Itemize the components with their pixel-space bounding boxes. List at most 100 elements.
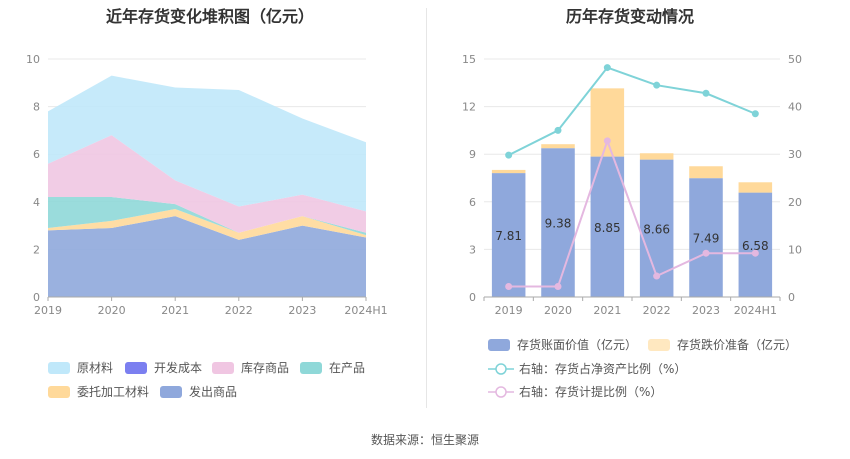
legend-marker-provision-ratio bbox=[488, 385, 514, 398]
bar-value-label-5: 6.58 bbox=[742, 239, 769, 253]
right-y-left-tick-5: 15 bbox=[462, 53, 476, 66]
right-y-right-tick-3: 30 bbox=[788, 148, 802, 161]
legend-swatch-wip bbox=[300, 361, 322, 374]
legend-label-stock-goods: 库存商品 bbox=[241, 361, 290, 375]
legend-item-book-value[interactable]: 存货账面价值（亿元） bbox=[488, 336, 637, 353]
legend-swatch-book-value bbox=[488, 338, 510, 351]
legend-label-net-asset-ratio: 右轴：存货占净资产比例（%） bbox=[519, 362, 687, 376]
legend-label-shipped: 发出商品 bbox=[189, 385, 238, 399]
line-point-0-4 bbox=[702, 89, 710, 97]
line-point-0-1 bbox=[554, 126, 562, 134]
bar-0-1 bbox=[541, 148, 575, 297]
area-series-4 bbox=[48, 135, 366, 233]
right-y-left-tick-3: 9 bbox=[469, 148, 476, 161]
legend-swatch-shipped bbox=[160, 385, 182, 398]
legend-swatch-stock-goods bbox=[212, 361, 234, 374]
bar-value-label-1: 9.38 bbox=[545, 217, 572, 231]
bar-value-label-3: 8.66 bbox=[643, 222, 670, 236]
legend-item-raw-material[interactable]: 原材料 bbox=[48, 359, 113, 376]
area-series-5 bbox=[48, 75, 366, 212]
left-x-tick-1: 2020 bbox=[98, 304, 126, 317]
bar-1-0 bbox=[491, 169, 526, 174]
legend-marker-net-asset-ratio bbox=[488, 362, 514, 375]
right-y-right-tick-4: 40 bbox=[788, 101, 802, 114]
line-point-0-2 bbox=[603, 64, 611, 72]
area-series-1 bbox=[48, 208, 366, 240]
bar-0-2 bbox=[590, 156, 625, 297]
right-y-right-tick-1: 10 bbox=[788, 243, 802, 256]
bar-value-label-0: 7.81 bbox=[495, 229, 522, 243]
panel-divider bbox=[426, 8, 427, 408]
left-x-tick-2: 2021 bbox=[161, 304, 189, 317]
line-point-0-0 bbox=[505, 151, 513, 159]
area-series-0 bbox=[48, 216, 366, 297]
legend-swatch-raw-material bbox=[48, 361, 70, 374]
left-chart-title: 近年存货变化堆积图（亿元） bbox=[105, 7, 314, 26]
line-point-1-3 bbox=[653, 272, 661, 280]
data-source: 数据来源：恒生聚源 bbox=[370, 433, 479, 447]
left-y-tick-4: 8 bbox=[33, 101, 40, 114]
legend-item-wip[interactable]: 在产品 bbox=[300, 359, 365, 376]
line-point-1-0 bbox=[505, 283, 513, 291]
line-point-1-2 bbox=[603, 137, 611, 145]
right-y-left-tick-0: 0 bbox=[469, 291, 476, 304]
bar-0-0 bbox=[491, 173, 526, 297]
right-x-tick-0: 2019 bbox=[495, 304, 523, 317]
left-y-tick-2: 4 bbox=[33, 196, 40, 209]
bar-1-5 bbox=[738, 182, 773, 193]
left-x-tick-3: 2022 bbox=[225, 304, 253, 317]
legend-item-stock-goods[interactable]: 库存商品 bbox=[212, 359, 289, 376]
right-y-right-tick-0: 0 bbox=[788, 291, 795, 304]
line-point-1-4 bbox=[702, 249, 710, 257]
area-series-2 bbox=[48, 197, 366, 236]
bar-0-5 bbox=[738, 192, 773, 297]
left-x-tick-0: 2019 bbox=[34, 304, 62, 317]
bar-1-3 bbox=[639, 153, 674, 160]
bar-1-1 bbox=[541, 144, 575, 149]
legend-label-wip: 在产品 bbox=[329, 361, 366, 375]
legend-label-dev-cost: 开发成本 bbox=[154, 361, 203, 375]
legend-item-dev-cost[interactable]: 开发成本 bbox=[125, 359, 202, 376]
legend-label-consigned: 委托加工材料 bbox=[77, 385, 150, 399]
line-series-1 bbox=[508, 137, 756, 288]
legend-label-impairment: 存货跌价准备（亿元） bbox=[677, 338, 798, 352]
line-series-0 bbox=[508, 66, 756, 157]
left-y-tick-1: 2 bbox=[33, 243, 40, 256]
right-x-tick-2: 2021 bbox=[593, 304, 621, 317]
legend-item-impairment[interactable]: 存货跌价准备（亿元） bbox=[648, 336, 797, 353]
legend-item-provision-ratio[interactable]: 右轴：存货计提比例（%） bbox=[488, 383, 662, 400]
left-y-tick-0: 0 bbox=[33, 291, 40, 304]
right-chart-title: 历年存货变动情况 bbox=[565, 7, 694, 26]
right-y-right-tick-2: 20 bbox=[788, 196, 802, 209]
right-x-tick-1: 2020 bbox=[544, 304, 572, 317]
bar-1-2 bbox=[590, 88, 625, 157]
line-point-1-5 bbox=[751, 249, 759, 257]
legend-swatch-impairment bbox=[648, 338, 670, 351]
right-x-tick-4: 2023 bbox=[692, 304, 720, 317]
legend-label-raw-material: 原材料 bbox=[77, 361, 114, 375]
legend-label-provision-ratio: 右轴：存货计提比例（%） bbox=[519, 385, 663, 399]
bar-value-label-2: 8.85 bbox=[594, 221, 621, 235]
right-y-left-tick-2: 6 bbox=[469, 196, 476, 209]
right-y-left-tick-1: 3 bbox=[469, 243, 476, 256]
line-point-0-5 bbox=[751, 110, 759, 118]
line-point-1-1 bbox=[554, 283, 562, 291]
left-x-tick-4: 2023 bbox=[288, 304, 316, 317]
right-x-tick-5: 2024H1 bbox=[734, 304, 777, 317]
legend-item-shipped[interactable]: 发出商品 bbox=[160, 383, 237, 400]
right-x-tick-3: 2022 bbox=[643, 304, 671, 317]
bar-1-4 bbox=[689, 166, 723, 179]
bar-0-4 bbox=[689, 178, 723, 297]
legend-item-consigned[interactable]: 委托加工材料 bbox=[48, 383, 149, 400]
left-x-tick-5: 2024H1 bbox=[344, 304, 387, 317]
line-point-0-3 bbox=[653, 81, 661, 89]
right-y-right-tick-5: 50 bbox=[788, 53, 802, 66]
legend-label-book-value: 存货账面价值（亿元） bbox=[517, 338, 638, 352]
bar-value-label-4: 7.49 bbox=[693, 232, 720, 246]
legend-swatch-dev-cost bbox=[125, 361, 147, 374]
legend-item-net-asset-ratio[interactable]: 右轴：存货占净资产比例（%） bbox=[488, 360, 686, 377]
right-y-left-tick-4: 12 bbox=[462, 101, 476, 114]
left-y-tick-3: 6 bbox=[33, 148, 40, 161]
left-y-tick-5: 10 bbox=[26, 53, 40, 66]
